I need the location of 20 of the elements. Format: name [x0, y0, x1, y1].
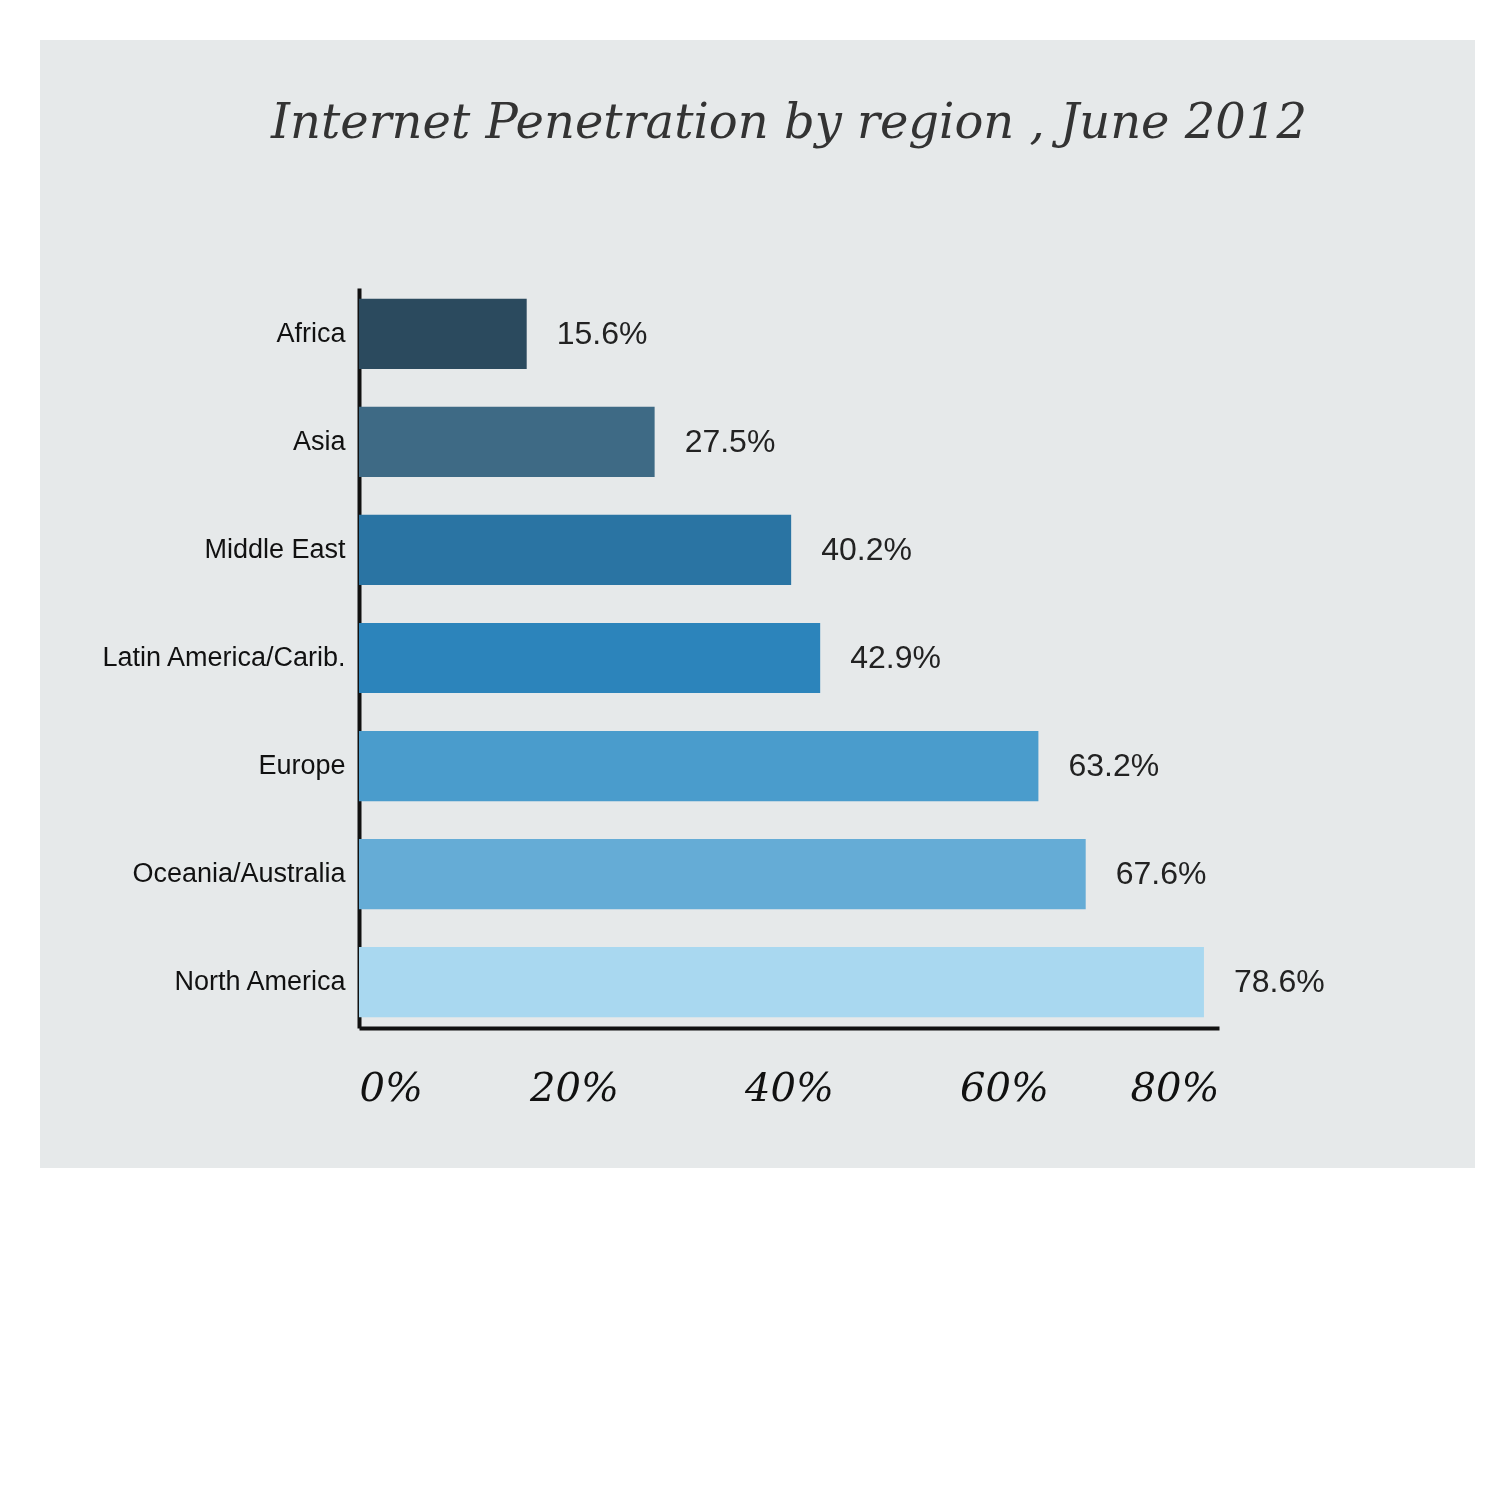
y-tick-label: Oceania/Australia — [132, 858, 347, 889]
x-tick-label: 20% — [529, 1063, 619, 1110]
data-label: 15.6% — [556, 314, 648, 351]
chart-title: Internet Penetration by region , June 2012 — [270, 93, 1307, 149]
x-tick-label: 60% — [960, 1063, 1049, 1110]
x-tick-label: 40% — [744, 1063, 834, 1110]
data-label: 78.6% — [1233, 963, 1325, 1000]
y-tick-label: Africa — [276, 317, 347, 348]
y-tick-label: Europe — [258, 750, 346, 781]
data-label: 40.2% — [821, 530, 912, 567]
y-tick-label: Asia — [292, 425, 347, 456]
data-label: 63.2% — [1068, 747, 1160, 784]
y-tick-label: North America — [174, 966, 347, 997]
data-label: 42.9% — [850, 639, 941, 675]
data-label: 27.5% — [684, 422, 776, 459]
x-tick-label: 0% — [359, 1063, 423, 1110]
y-tick-label: Latin America/Carib. — [102, 642, 346, 672]
y-tick-label: Middle East — [204, 533, 346, 564]
x-tick-label: 80% — [1130, 1063, 1220, 1110]
data-label: 67.6% — [1115, 855, 1207, 892]
